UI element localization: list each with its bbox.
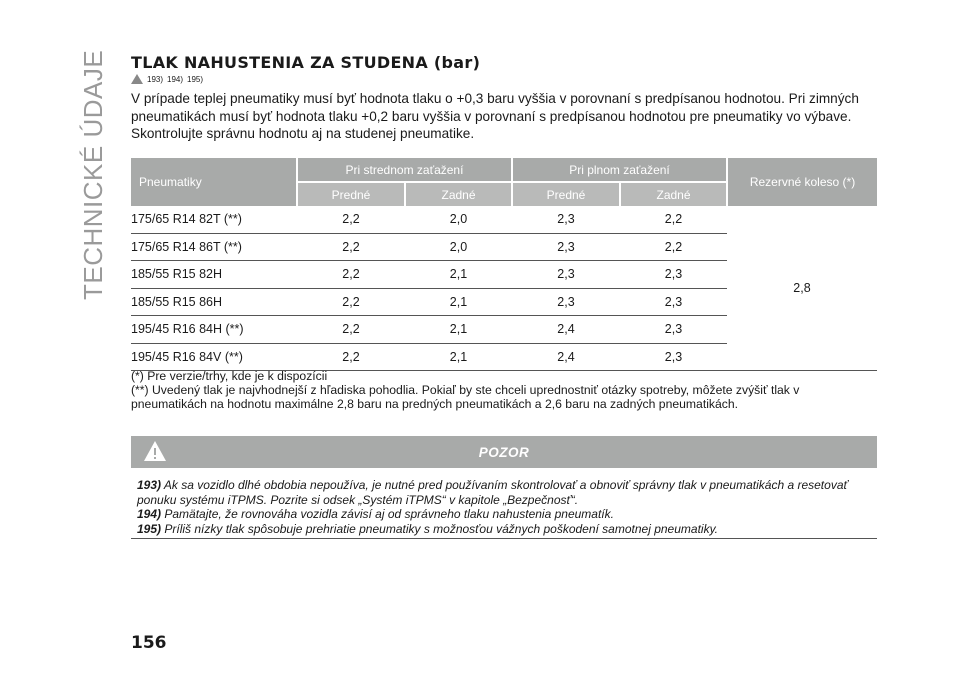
full-front-value: 2,4: [512, 315, 620, 344]
col-header-medium-front: Predné: [297, 182, 406, 206]
medium-front-value: 2,2: [297, 206, 405, 234]
medium-front-value: 2,2: [297, 315, 405, 344]
tire-size: 195/45 R16 84V (**): [131, 343, 297, 371]
full-front-value: 2,3: [512, 288, 620, 316]
medium-front-value: 2,2: [297, 343, 405, 371]
tire-size: 195/45 R16 84H (**): [131, 315, 297, 344]
medium-rear-value: 2,1: [405, 260, 512, 289]
warning-ref[interactable]: 193): [147, 74, 164, 84]
warning-item: 194) Pamätajte, že rovnováha vozidla záv…: [137, 507, 867, 522]
table-row: 185/55 R15 82H 2,2 2,1 2,3 2,3: [131, 260, 877, 289]
warning-triangle-icon: [131, 74, 143, 84]
tire-size: 175/65 R14 86T (**): [131, 233, 297, 261]
table-row: 185/55 R15 86H 2,2 2,1 2,3 2,3: [131, 288, 877, 316]
warning-item: 195) Príliš nízky tlak spôsobuje prehria…: [137, 522, 867, 537]
col-header-full-front: Predné: [512, 182, 621, 206]
medium-rear-value: 2,0: [405, 206, 512, 234]
footnote: (*) Pre verzie/trhy, kde je k dispozícii: [131, 369, 328, 383]
full-rear-value: 2,3: [620, 260, 727, 289]
medium-rear-value: 2,1: [405, 343, 512, 371]
full-front-value: 2,3: [512, 260, 620, 289]
warning-box: 193) Ak sa vozidlo dlhé obdobia nepoužív…: [131, 468, 877, 539]
col-header-medium-rear: Zadné: [405, 182, 513, 206]
table-footnotes: (*) Pre verzie/trhy, kde je k dispozícii…: [131, 369, 876, 411]
warning-header: POZOR: [131, 436, 877, 468]
medium-front-value: 2,2: [297, 233, 405, 261]
table-row: 195/45 R16 84H (**) 2,2 2,1 2,4 2,3: [131, 315, 877, 344]
warning-item-text: Ak sa vozidlo dlhé obdobia nepoužíva, je…: [137, 478, 848, 507]
table-row: 195/45 R16 84V (**) 2,2 2,1 2,4 2,3: [131, 343, 877, 371]
warning-ref[interactable]: 195): [187, 74, 204, 84]
warning-item-text: Príliš nízky tlak spôsobuje prehriatie p…: [164, 521, 719, 536]
tire-size: 175/65 R14 82T (**): [131, 206, 297, 234]
full-front-value: 2,4: [512, 343, 620, 371]
col-header-full-rear: Zadné: [620, 182, 728, 206]
col-header-spare-wheel: Rezervné koleso (*): [727, 158, 877, 206]
warning-ref[interactable]: 194): [167, 74, 184, 84]
warning-references: 193) 194) 195): [131, 72, 203, 86]
section-title-text: TECHNICKÉ ÚDAJE: [78, 49, 108, 300]
warning-item-number: 193): [137, 478, 162, 492]
medium-front-value: 2,2: [297, 260, 405, 289]
warning-title: POZOR: [478, 444, 530, 460]
col-header-full-load: Pri plnom zaťažení: [512, 158, 728, 183]
full-rear-value: 2,3: [620, 343, 727, 371]
warning-item: 193) Ak sa vozidlo dlhé obdobia nepoužív…: [137, 478, 867, 507]
col-header-tires: Pneumatiky: [131, 158, 298, 206]
col-header-medium-load: Pri strednom zaťažení: [297, 158, 513, 183]
intro-paragraph: V prípade teplej pneumatiky musí byť hod…: [131, 91, 859, 141]
warning-triangle-icon: [144, 441, 166, 461]
section-side-title: TECHNICKÉ ÚDAJE: [78, 50, 108, 300]
full-rear-value: 2,3: [620, 315, 727, 344]
medium-rear-value: 2,1: [405, 288, 512, 316]
medium-front-value: 2,2: [297, 288, 405, 316]
medium-rear-value: 2,0: [405, 233, 512, 261]
warning-item-text: Pamätajte, že rovnováha vozidla závisí a…: [164, 507, 614, 521]
footnote: (**) Uvedený tlak je najvhodnejší z hľad…: [131, 383, 800, 411]
table-row: 175/65 R14 86T (**) 2,2 2,0 2,3 2,2: [131, 233, 877, 261]
page-heading: TLAK NAHUSTENIA ZA STUDENA (bar): [131, 53, 481, 72]
full-front-value: 2,3: [512, 233, 620, 261]
page-number: 156: [131, 633, 167, 653]
table-row: 175/65 R14 82T (**) 2,2 2,0 2,3 2,2 2,8: [131, 206, 877, 371]
full-rear-value: 2,2: [620, 233, 727, 261]
warning-item-number: 195): [137, 521, 162, 536]
tire-size: 185/55 R15 82H: [131, 260, 297, 289]
tire-pressure-table: Pneumatiky Pri strednom zaťažení Pri pln…: [131, 158, 877, 371]
full-rear-value: 2,3: [620, 288, 727, 316]
medium-rear-value: 2,1: [405, 315, 512, 344]
spare-wheel-value: 2,8: [727, 206, 877, 371]
full-rear-value: 2,2: [620, 206, 727, 234]
full-front-value: 2,3: [512, 206, 620, 234]
warning-item-number: 194): [137, 507, 162, 521]
tire-size: 185/55 R15 86H: [131, 288, 297, 316]
